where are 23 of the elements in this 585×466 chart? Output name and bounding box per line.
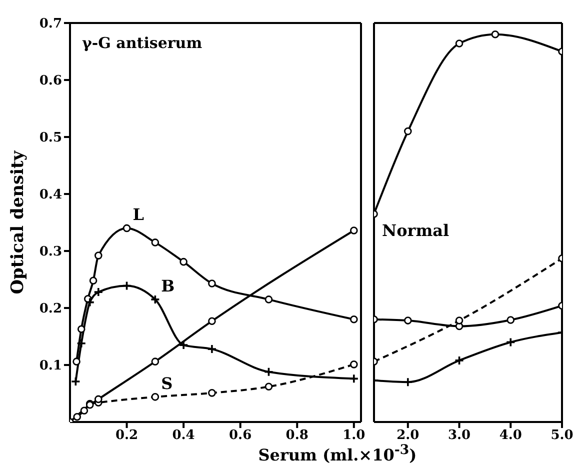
- x-tick-label: 2.0: [396, 428, 420, 444]
- y-tick-label: 0.5: [39, 130, 62, 146]
- x-tick-label: 0.6: [229, 428, 252, 444]
- y-tick-label: 0.4: [39, 188, 62, 203]
- x-tick-label: 1.0: [342, 428, 366, 444]
- series-label: L: [132, 205, 144, 224]
- y-tick-label: 0.3: [39, 244, 62, 260]
- y-tick-label: 0.2: [39, 302, 62, 317]
- x-tick-label: 0.8: [286, 428, 308, 444]
- x-tick-label: 4.0: [499, 428, 522, 444]
- series-label: B: [161, 276, 175, 296]
- series-label: S: [161, 374, 173, 393]
- y-tick-label: 0.7: [39, 16, 62, 32]
- x-tick-label: 5.0: [550, 428, 574, 444]
- y-tick-label: 0.6: [39, 74, 62, 89]
- y-axis-title: Optical density: [8, 150, 28, 294]
- x-axis-title: Serum (ml.×10$^{-3}$): [257, 442, 418, 464]
- y-tick-label: 0.1: [39, 358, 62, 374]
- annotation: γ-G antiserum: [82, 34, 202, 52]
- series-label: Normal: [382, 220, 450, 240]
- x-tick-label: 3.0: [448, 428, 471, 444]
- x-tick-label: 0.2: [115, 428, 138, 444]
- x-tick-label: 0.4: [172, 428, 195, 444]
